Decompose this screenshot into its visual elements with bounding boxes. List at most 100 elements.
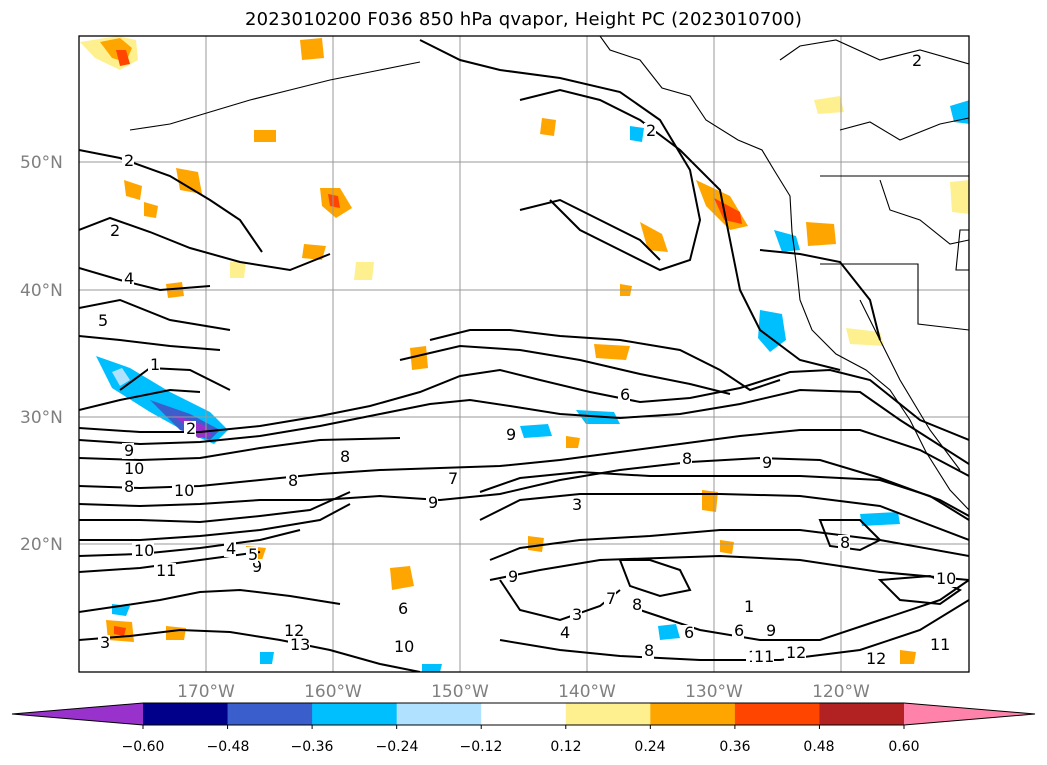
contour-label: 10	[936, 569, 956, 588]
contour-label-bg	[570, 497, 582, 513]
contour-label-bg	[838, 535, 850, 551]
contour-label: 9	[124, 441, 134, 460]
graticule	[79, 36, 969, 672]
contour-label-bg	[742, 599, 754, 615]
contour-label: 6	[620, 385, 630, 404]
colorbar-segment	[143, 703, 229, 725]
contour-label: 9	[252, 557, 262, 576]
contour-label-bg	[558, 625, 570, 641]
contour-label: 6	[684, 623, 694, 642]
contour-label: 9	[506, 425, 516, 444]
map-plot-area: 2245129108108989710386910437869121310111…	[79, 36, 969, 672]
coastlines	[129, 36, 969, 511]
contour-label: 4	[560, 623, 570, 642]
lon-label: 120°W	[812, 682, 870, 702]
colorbar-segment	[565, 703, 651, 725]
contour-label: 6	[734, 621, 744, 640]
contour-label-bg	[392, 639, 414, 655]
contour-label-bg	[732, 623, 744, 639]
contour-label: 7	[606, 589, 616, 608]
contour-label-bg	[934, 571, 956, 587]
contour-label-bg	[642, 643, 654, 659]
contour-label-bg	[446, 471, 458, 487]
colorbar-segment	[650, 703, 736, 725]
contour-label-bg	[122, 443, 134, 459]
contour-label: 8	[840, 533, 850, 552]
contour-label: 10	[174, 481, 194, 500]
colorbar-extend-min	[12, 703, 143, 725]
lat-label: 20°N	[20, 535, 63, 555]
contour-label: 1	[744, 597, 754, 616]
lon-label: 160°W	[304, 682, 362, 702]
contour-label-bg	[224, 541, 236, 557]
contour-label-bg	[604, 591, 616, 607]
contour-label-bg	[122, 479, 134, 495]
contour-label-bg	[148, 357, 160, 373]
contour-label-bg	[928, 637, 950, 653]
contour-label: 4	[124, 269, 134, 288]
contour-label: 12	[866, 649, 886, 668]
contour-label: 2	[110, 221, 120, 240]
colorbar-ticks: −0.60 −0.48 −0.36 −0.24 −0.12 0.12 0.24 …	[122, 739, 920, 755]
contour-label-bg	[784, 645, 806, 661]
contour-label-bg	[764, 623, 776, 639]
colorbar-segment	[396, 703, 482, 725]
colorbar-tick-label: 0.24	[634, 739, 665, 755]
contour-label: 12	[284, 621, 304, 640]
contour-label: 2	[646, 121, 656, 140]
contour-label-bg	[172, 483, 194, 499]
contour-label-bg	[680, 451, 692, 467]
contour-label-bg	[338, 449, 350, 465]
colorbar-tick-label: −0.48	[207, 739, 250, 755]
colorbar-tick-label: −0.12	[460, 739, 503, 755]
contour-label-bg	[132, 543, 154, 559]
colorbar-tick-label: 0.48	[803, 739, 834, 755]
map-title: 2023010200 F036 850 hPa qvapor, Height P…	[244, 9, 803, 30]
contour-label: 6	[398, 599, 408, 618]
contour-label: 8	[682, 449, 692, 468]
contour-label: 9	[762, 453, 772, 472]
contour-label: 12	[786, 643, 806, 662]
contour-label: 13	[290, 635, 310, 654]
contour-label-bg	[504, 427, 516, 443]
contour-label: 1	[150, 355, 160, 374]
contour-label-bg	[506, 569, 518, 585]
lon-label: 130°W	[685, 682, 743, 702]
contour-label: 2	[912, 51, 922, 70]
contour-label-bg	[122, 271, 134, 287]
contour-label-bg	[184, 421, 196, 437]
contour-label: 9	[428, 493, 438, 512]
colorbar-segment	[819, 703, 905, 725]
colorbar-segment	[312, 703, 398, 725]
contour-label: 8	[124, 477, 134, 496]
contour-label: 3	[572, 605, 582, 624]
lat-label: 50°N	[20, 153, 63, 173]
contour-label: 11	[930, 635, 950, 654]
colorbar	[11, 702, 1036, 729]
contour-label-bg	[154, 563, 176, 579]
contour-label-bg	[246, 547, 258, 563]
lat-label: 40°N	[20, 281, 63, 301]
contour-label: 9	[766, 621, 776, 640]
contour-label-bg	[910, 53, 922, 69]
contour-label: 8	[632, 595, 642, 614]
contour-label: 10	[394, 637, 414, 656]
colorbar-tick-label: −0.60	[122, 739, 165, 755]
contour-label: 11	[754, 647, 774, 666]
colorbar-segment	[734, 703, 820, 725]
contour-label-bg	[630, 597, 642, 613]
longitude-labels: 170°W 160°W 150°W 140°W 130°W 120°W	[177, 682, 870, 702]
contour-label-bg	[282, 623, 304, 639]
contour-label: 7	[448, 469, 458, 488]
colorbar-tick-label: −0.36	[291, 739, 334, 755]
contour-label: 5	[248, 545, 258, 564]
colorbar-tick-label: 0.12	[550, 739, 581, 755]
colorbar-segment	[227, 703, 313, 725]
contour-label: 10	[134, 541, 154, 560]
contour-labels: 2245129108108989710386910437869121310111…	[96, 51, 956, 668]
contour-label: 9	[508, 567, 518, 586]
contour-label-bg	[96, 313, 108, 329]
contour-label: 3	[100, 633, 110, 652]
contour-label-bg	[108, 223, 120, 239]
